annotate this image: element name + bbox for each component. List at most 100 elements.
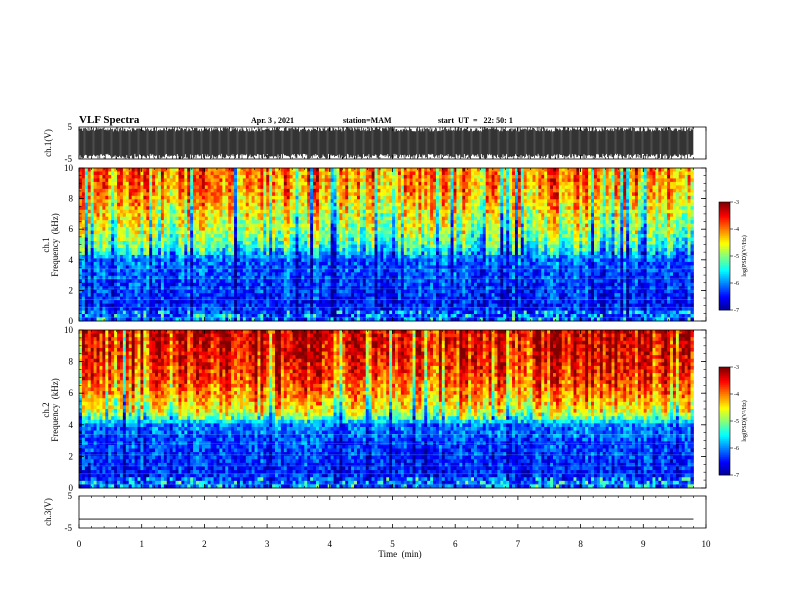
spectrogram-cell xyxy=(222,268,226,273)
spectrogram-cell xyxy=(301,168,305,172)
spectrogram-cell xyxy=(254,216,258,221)
spectrogram-cell xyxy=(210,181,214,186)
spectrogram-cell xyxy=(368,307,372,311)
spectrogram-cell xyxy=(260,314,264,318)
spectrogram-cell xyxy=(193,279,197,284)
spectrogram-cell xyxy=(234,310,238,315)
spectrogram-cell xyxy=(102,272,106,277)
spectrogram-cell xyxy=(327,202,332,207)
spectrogram-cell xyxy=(119,174,124,179)
spectrogram-cell xyxy=(304,275,308,280)
spectrogram-cell xyxy=(190,254,194,259)
spectrogram-cell xyxy=(87,300,92,305)
spectrogram-cell xyxy=(99,206,103,211)
spectrogram-cell xyxy=(365,223,370,228)
spectrogram-cell xyxy=(342,275,346,280)
spectrogram-cell xyxy=(93,303,97,308)
spectrogram-cell xyxy=(336,188,340,193)
spectrogram-cell xyxy=(96,244,100,249)
spectrogram-cell xyxy=(283,268,288,273)
spectrogram-cell xyxy=(242,216,247,221)
spectrogram-cell xyxy=(184,185,188,190)
spectrogram-cell xyxy=(204,265,209,270)
spectrogram-cell xyxy=(134,223,138,228)
spectrogram-cell xyxy=(111,237,115,242)
spectrogram-cell xyxy=(286,279,291,284)
spectrogram-cell xyxy=(257,185,261,190)
spectrogram-cell xyxy=(283,265,288,270)
spectrogram-cell xyxy=(307,185,311,190)
spectrogram-cell xyxy=(184,202,188,207)
spectrogram-cell xyxy=(187,216,191,221)
spectrogram-cell xyxy=(345,195,349,200)
spectrogram-cell xyxy=(181,178,185,183)
spectrogram-cell xyxy=(122,174,127,179)
spectrogram-cell xyxy=(231,168,235,172)
spectrogram-cell xyxy=(359,272,364,277)
spectrogram-cell xyxy=(193,314,197,318)
spectrogram-cell xyxy=(327,247,332,252)
spectrogram-cell xyxy=(356,247,361,252)
spectrogram-cell xyxy=(351,317,355,322)
spectrogram-cell xyxy=(122,178,127,183)
spectrogram-cell xyxy=(219,185,223,190)
spectrogram-cell xyxy=(292,202,296,207)
spectrogram-cell xyxy=(251,268,255,273)
spectrogram-cell xyxy=(207,181,212,186)
spectrogram-cell xyxy=(216,188,220,193)
spectrogram-cell xyxy=(105,202,109,207)
spectrogram-cell xyxy=(316,213,320,218)
spectrogram-cell xyxy=(166,220,171,225)
spectrogram-cell xyxy=(219,244,223,249)
spectrogram-cell xyxy=(181,171,185,176)
spectrogram-cell xyxy=(231,300,235,305)
spectrogram-cell xyxy=(245,171,250,176)
spectrogram-cell xyxy=(348,192,352,197)
spectrogram-cell xyxy=(213,275,217,280)
spectrogram-cell xyxy=(397,241,402,245)
spectrogram-cell xyxy=(108,168,112,172)
spectrogram-cell xyxy=(134,251,138,256)
spectrogram-cell xyxy=(160,244,165,249)
spectrogram-cell xyxy=(225,268,229,273)
spectrogram-cell xyxy=(310,199,314,204)
spectrogram-cell xyxy=(178,272,182,277)
spectrogram-cell xyxy=(280,209,285,214)
spectrogram-cell xyxy=(196,188,200,193)
spectrogram-cell xyxy=(348,223,352,228)
spectrogram-cell xyxy=(248,223,253,228)
spectrogram-cell xyxy=(280,254,285,259)
spectrogram-cell xyxy=(93,234,97,238)
spectrogram-cell xyxy=(336,314,340,318)
spectrogram-cell xyxy=(163,199,168,204)
spectrogram-cell xyxy=(365,254,370,259)
spectrogram-cell xyxy=(242,230,247,235)
spectrogram-cell xyxy=(242,286,247,291)
spectrogram-cell xyxy=(251,317,255,322)
spectrogram-cell xyxy=(392,300,396,305)
spectrogram-cell xyxy=(125,268,130,273)
spectrogram-cell xyxy=(234,289,238,294)
spectrogram-cell xyxy=(81,314,86,318)
spectrogram-cell xyxy=(400,213,405,218)
spectrogram-cell xyxy=(81,303,86,308)
spectrogram-cell xyxy=(81,268,86,273)
spectrogram-cell xyxy=(403,230,408,235)
spectrogram-cell xyxy=(93,195,97,200)
spectrogram-cell xyxy=(160,216,165,221)
spectrogram-cell xyxy=(166,206,171,211)
spectrogram-cell xyxy=(295,303,299,308)
spectrogram-cell xyxy=(140,251,144,256)
spectrogram-cell xyxy=(149,300,153,305)
spectrogram-cell xyxy=(134,227,138,231)
spectrogram-cell xyxy=(336,275,340,280)
spectrogram-cell xyxy=(84,192,89,197)
spectrogram-cell xyxy=(175,261,179,266)
spectrogram-cell xyxy=(280,296,285,301)
spectrogram-cell xyxy=(119,234,124,238)
spectrogram-cell xyxy=(155,181,159,186)
spectrogram-cell xyxy=(395,300,399,305)
spectrogram-cell xyxy=(321,247,326,252)
spectrogram-cell xyxy=(204,310,209,315)
spectrogram-cell xyxy=(225,296,229,301)
